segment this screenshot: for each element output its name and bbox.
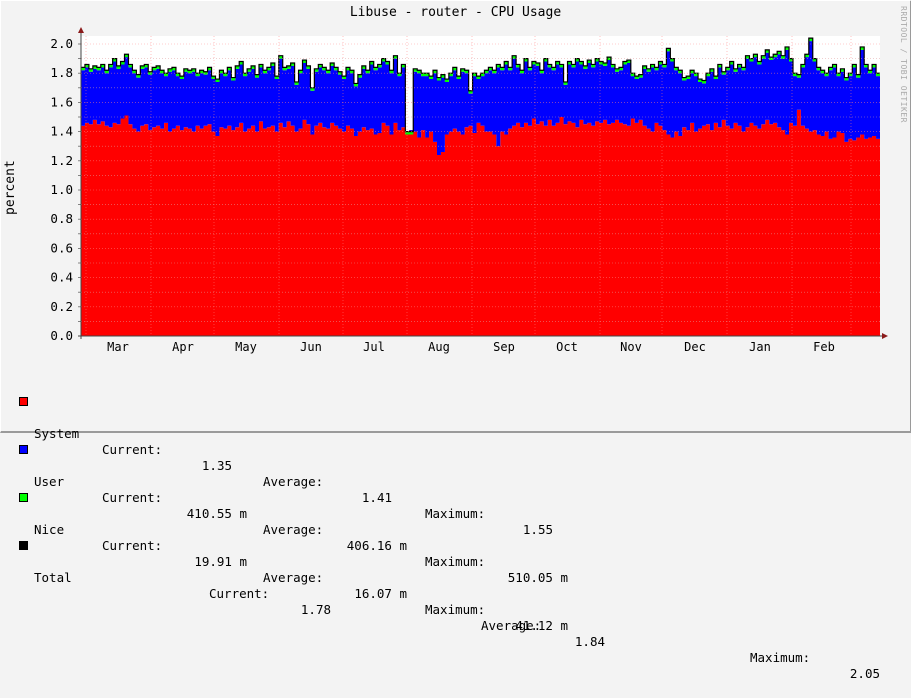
- maximum-value: 2.05: [849, 666, 880, 681]
- user-area: [81, 41, 880, 155]
- legend-name: User: [34, 474, 65, 489]
- average-value: 406.16 m: [346, 538, 407, 553]
- average-value: 16.07 m: [354, 586, 407, 601]
- maximum-label: Maximum:: [425, 506, 486, 521]
- average-label: Average:: [263, 474, 324, 489]
- nice-swatch: [19, 493, 28, 502]
- x-tick-label: Mar: [107, 340, 129, 354]
- average-value: 1.84: [574, 634, 605, 649]
- y-tick-label: 0.2: [50, 299, 73, 314]
- average-label: Average:: [263, 522, 324, 537]
- y-tick-label: 1.6: [50, 94, 73, 109]
- x-tick-label: Jun: [300, 340, 322, 354]
- x-axis-arrow-icon: [882, 333, 888, 339]
- y-tick-label: 1.0: [50, 182, 73, 197]
- maximum-value: 1.55: [522, 522, 553, 537]
- maximum-label: Maximum:: [425, 602, 486, 617]
- y-axis-arrow-icon: [78, 27, 84, 33]
- chart-title: Libuse - router - CPU Usage: [349, 5, 562, 20]
- legend-row-total: Total Current: 1.78 Average: 1.84 Maximu…: [15, 538, 880, 681]
- chart-plot: 0.0 0.2 0.4 0.6 0.8 1.0 1.2 1.4 1.6 1.8 2.0 Mar Apr M…: [50, 27, 888, 354]
- current-value: 410.55 m: [186, 506, 247, 521]
- average-label: Average:: [481, 618, 542, 633]
- current-value: 1.78: [300, 602, 331, 617]
- x-tick-label: Feb: [813, 340, 835, 354]
- average-value: 1.41: [361, 490, 392, 505]
- x-tick-label: Jan: [749, 340, 771, 354]
- x-tick-label: Oct: [556, 340, 578, 354]
- maximum-label: Maximum:: [750, 650, 811, 665]
- user-swatch: [19, 445, 28, 454]
- system-swatch: [19, 397, 28, 406]
- total-swatch: [19, 541, 28, 550]
- legend-name: System: [34, 426, 80, 441]
- x-tick-label: May: [235, 340, 257, 354]
- y-tick-label: 0.4: [50, 270, 73, 285]
- legend-name: Total: [34, 570, 72, 585]
- x-tick-label: Sep: [493, 340, 515, 354]
- maximum-value: 510.05 m: [507, 570, 568, 585]
- y-tick-label: 1.2: [50, 153, 73, 168]
- y-tick-label: 2.0: [50, 36, 73, 51]
- current-label: Current:: [102, 490, 163, 505]
- x-tick-label: Dec: [684, 340, 706, 354]
- legend-row-system: System Current: 1.35 Average: 1.41 Maxim…: [15, 394, 553, 537]
- y-tick-label: 1.8: [50, 65, 73, 80]
- x-tick-label: Nov: [620, 340, 642, 354]
- x-tick-label: Aug: [428, 340, 450, 354]
- legend-row-nice: Nice Current: 19.91 m Average: 16.07 m M…: [15, 490, 568, 633]
- maximum-label: Maximum:: [425, 554, 486, 569]
- y-tick-label: 0.8: [50, 211, 73, 226]
- y-tick-label: 0.6: [50, 240, 73, 255]
- legend-row-user: User Current: 410.55 m Average: 406.16 m…: [15, 442, 568, 585]
- total-line: [81, 37, 880, 133]
- current-value: 19.91 m: [194, 554, 247, 569]
- current-label: Current:: [102, 538, 163, 553]
- current-label: Current:: [209, 586, 270, 601]
- watermark: RRDTOOL / TOBI OETIKER: [899, 6, 908, 123]
- y-tick-label: 1.4: [50, 124, 73, 139]
- system-area: [81, 109, 880, 336]
- legend: System Current: 1.35 Average: 1.41 Maxim…: [15, 362, 880, 681]
- x-tick-label: Apr: [172, 340, 194, 354]
- legend-name: Nice: [34, 522, 65, 537]
- x-tick-label: Jul: [363, 340, 385, 354]
- current-value: 1.35: [201, 458, 232, 473]
- y-tick-label: 0.0: [50, 328, 73, 343]
- average-label: Average:: [263, 570, 324, 585]
- current-label: Current:: [102, 442, 163, 457]
